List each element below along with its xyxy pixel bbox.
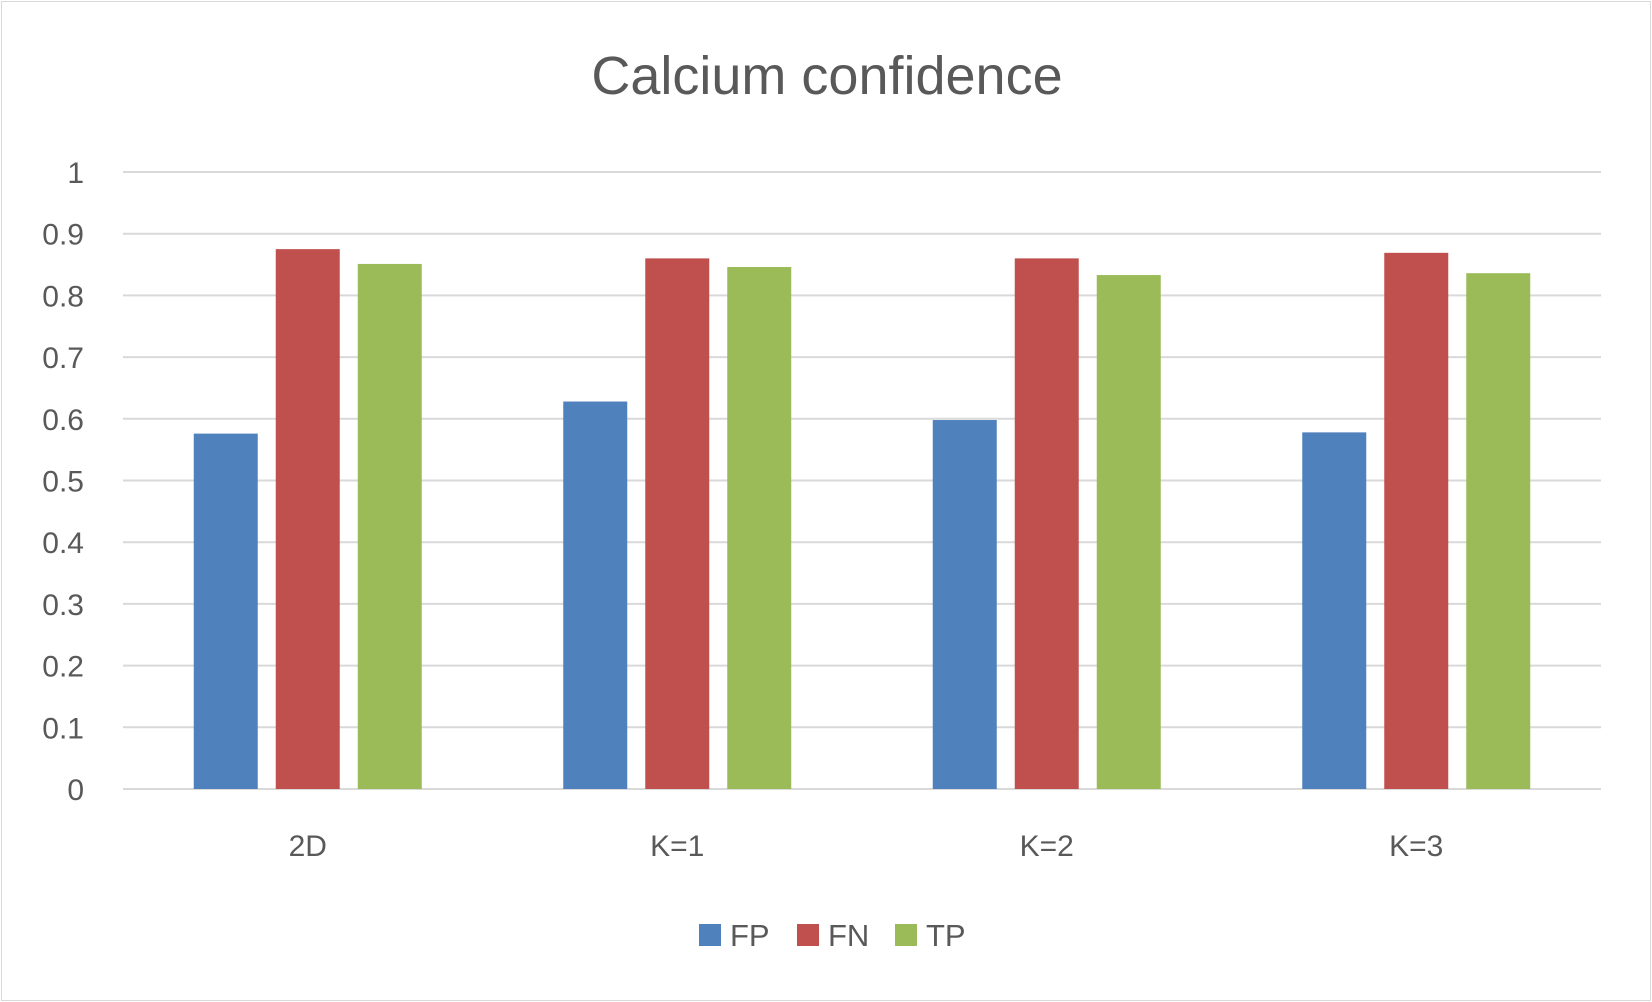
legend-swatch: [797, 924, 819, 946]
y-tick-label: 0.3: [42, 589, 84, 622]
y-tick-label: 0: [67, 774, 84, 807]
legend-item-fp[interactable]: FP: [699, 918, 770, 953]
bar-fn-2[interactable]: [645, 258, 710, 789]
bar-fn-1[interactable]: [275, 249, 340, 789]
chart-title: Calcium confidence: [591, 46, 1062, 106]
bar-fp-3[interactable]: [932, 420, 997, 789]
y-tick-label: 1: [67, 157, 84, 190]
x-tick-label: K=3: [1389, 830, 1443, 863]
x-tick-label: 2D: [289, 830, 327, 863]
y-tick-label: 0.5: [42, 466, 84, 499]
bar-fn-3[interactable]: [1014, 258, 1079, 789]
bar-tp-3[interactable]: [1096, 275, 1161, 789]
bars: [193, 249, 1531, 790]
y-tick-label: 0.2: [42, 651, 84, 684]
bar-fn-4[interactable]: [1384, 252, 1449, 789]
x-tick-label: K=2: [1020, 830, 1074, 863]
legend[interactable]: FP FN TP: [699, 918, 966, 953]
bar-tp-4[interactable]: [1466, 273, 1531, 789]
legend-swatch: [699, 924, 721, 946]
x-tick-label: K=1: [650, 830, 704, 863]
y-tick-label: 0.1: [42, 712, 84, 745]
legend-swatch: [895, 924, 917, 946]
bar-fp-2[interactable]: [563, 401, 628, 789]
y-axis-tick-labels: 0 0.1 0.2 0.3 0.4 0.5 0.6 0.7 0.8 0.9 1: [42, 157, 84, 807]
bar-tp-1[interactable]: [357, 263, 422, 790]
x-axis-tick-labels: 2D K=1 K=2 K=3: [289, 830, 1444, 863]
bar-fp-1[interactable]: [193, 433, 258, 789]
legend-label: FN: [828, 918, 869, 953]
y-tick-label: 0.9: [42, 219, 84, 252]
y-tick-label: 0.8: [42, 280, 84, 313]
legend-label: TP: [926, 918, 966, 953]
y-tick-label: 0.6: [42, 404, 84, 437]
y-tick-label: 0.7: [42, 342, 84, 375]
legend-item-tp[interactable]: TP: [895, 918, 966, 953]
bar-tp-2[interactable]: [727, 267, 792, 789]
y-tick-label: 0.4: [42, 527, 84, 560]
legend-label: FP: [730, 918, 770, 953]
bar-fp-4[interactable]: [1302, 432, 1367, 789]
legend-item-fn[interactable]: FN: [797, 918, 869, 953]
gridlines: [123, 171, 1601, 790]
